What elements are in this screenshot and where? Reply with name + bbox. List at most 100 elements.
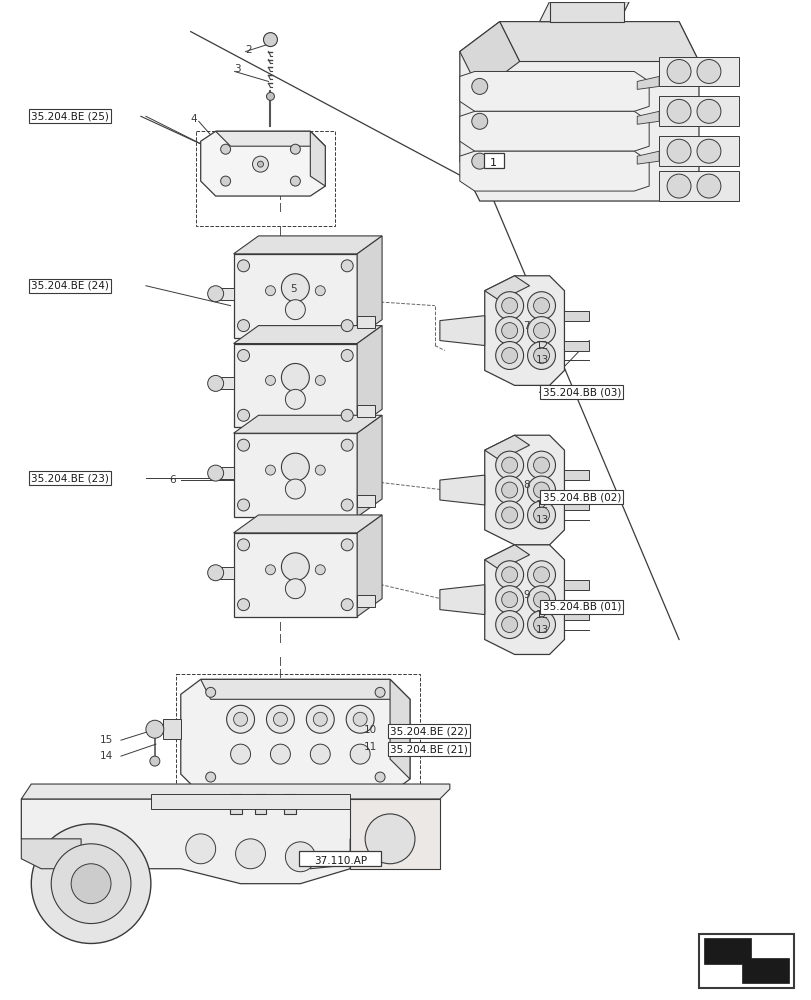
Circle shape: [667, 139, 690, 163]
Text: 35.204.BE (25): 35.204.BE (25): [32, 111, 109, 121]
Circle shape: [495, 317, 523, 345]
Polygon shape: [234, 254, 357, 338]
Circle shape: [353, 712, 367, 726]
Circle shape: [234, 712, 247, 726]
Circle shape: [208, 565, 223, 581]
Circle shape: [527, 586, 555, 614]
Circle shape: [265, 465, 275, 475]
Text: 10: 10: [363, 725, 376, 735]
Polygon shape: [234, 515, 382, 533]
Polygon shape: [21, 839, 81, 869]
Circle shape: [205, 772, 216, 782]
Polygon shape: [440, 316, 484, 346]
Polygon shape: [181, 679, 410, 794]
Polygon shape: [357, 495, 375, 507]
Circle shape: [527, 501, 555, 529]
Circle shape: [527, 292, 555, 320]
Circle shape: [238, 539, 249, 551]
Bar: [698, 934, 792, 988]
Circle shape: [238, 499, 249, 511]
Circle shape: [501, 323, 517, 339]
Circle shape: [533, 323, 549, 339]
Circle shape: [527, 611, 555, 639]
Polygon shape: [484, 276, 564, 385]
Bar: [151, 794, 350, 809]
Polygon shape: [637, 111, 659, 124]
Circle shape: [501, 298, 517, 314]
Polygon shape: [234, 236, 382, 254]
Circle shape: [527, 476, 555, 504]
Text: 35.204.BB (01): 35.204.BB (01): [542, 602, 620, 612]
Circle shape: [285, 479, 305, 499]
Text: 13: 13: [535, 625, 548, 635]
Circle shape: [501, 348, 517, 363]
Polygon shape: [357, 515, 382, 617]
Polygon shape: [484, 545, 564, 654]
Bar: [284, 794, 296, 814]
Polygon shape: [440, 475, 484, 505]
Text: 2: 2: [245, 45, 251, 55]
Circle shape: [527, 561, 555, 589]
Circle shape: [310, 744, 330, 764]
Circle shape: [495, 342, 523, 369]
Polygon shape: [216, 567, 234, 579]
Circle shape: [235, 839, 265, 869]
Circle shape: [533, 567, 549, 583]
Text: 35.204.BB (03): 35.204.BB (03): [542, 387, 620, 397]
Bar: [254, 794, 266, 814]
Circle shape: [281, 453, 309, 481]
Circle shape: [315, 286, 325, 296]
Polygon shape: [459, 151, 648, 191]
Circle shape: [350, 744, 370, 764]
Bar: [549, 2, 624, 22]
Circle shape: [205, 687, 216, 697]
Circle shape: [667, 99, 690, 123]
Text: 12: 12: [535, 610, 548, 620]
Text: 35.204.BB (02): 35.204.BB (02): [542, 492, 620, 502]
Circle shape: [315, 375, 325, 385]
Circle shape: [238, 439, 249, 451]
Circle shape: [501, 457, 517, 473]
Polygon shape: [216, 377, 234, 389]
Circle shape: [527, 451, 555, 479]
Polygon shape: [484, 435, 529, 460]
Circle shape: [238, 260, 249, 272]
Polygon shape: [564, 341, 589, 351]
Text: 35.204.BE (21): 35.204.BE (21): [389, 744, 467, 754]
Circle shape: [345, 705, 374, 733]
Circle shape: [375, 772, 384, 782]
Circle shape: [341, 350, 353, 361]
Polygon shape: [234, 344, 357, 427]
Text: 1: 1: [490, 158, 496, 168]
Polygon shape: [637, 76, 659, 89]
Circle shape: [341, 260, 353, 272]
Text: 8: 8: [522, 480, 529, 490]
Text: 13: 13: [535, 515, 548, 525]
Polygon shape: [357, 316, 375, 328]
Polygon shape: [200, 679, 410, 699]
Circle shape: [266, 705, 294, 733]
Circle shape: [696, 99, 720, 123]
Circle shape: [265, 565, 275, 575]
Circle shape: [341, 320, 353, 332]
Circle shape: [208, 465, 223, 481]
Circle shape: [226, 705, 254, 733]
Bar: [483, 153, 503, 168]
Circle shape: [290, 144, 300, 154]
Circle shape: [495, 451, 523, 479]
Polygon shape: [564, 470, 589, 480]
Circle shape: [150, 756, 160, 766]
Bar: [175, 674, 419, 804]
Circle shape: [501, 507, 517, 523]
Circle shape: [667, 60, 690, 83]
Polygon shape: [499, 22, 698, 62]
Polygon shape: [234, 415, 382, 433]
Polygon shape: [564, 610, 589, 620]
Circle shape: [71, 864, 111, 904]
Circle shape: [238, 409, 249, 421]
Circle shape: [146, 720, 164, 738]
Polygon shape: [459, 22, 519, 91]
Circle shape: [341, 439, 353, 451]
Polygon shape: [459, 71, 648, 111]
Text: 7: 7: [522, 321, 529, 331]
